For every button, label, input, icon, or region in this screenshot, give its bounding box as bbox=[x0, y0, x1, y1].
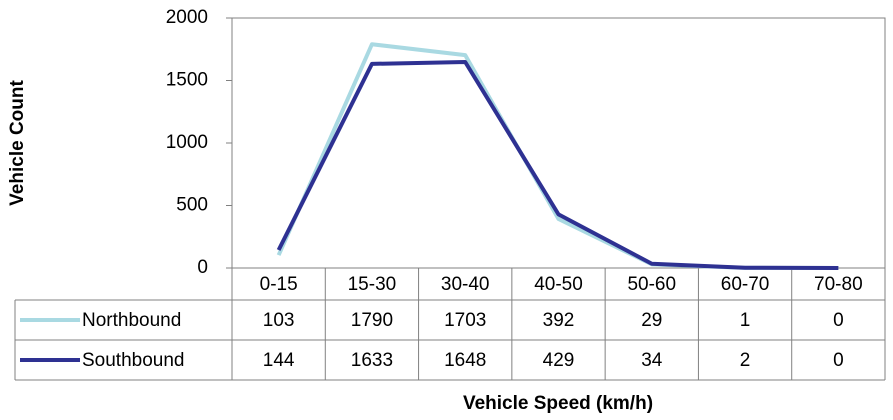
table-value: 0 bbox=[833, 350, 844, 371]
x-tick-label: 60-70 bbox=[721, 274, 770, 295]
y-tick-label: 1500 bbox=[166, 70, 208, 91]
x-tick-label: 0-15 bbox=[260, 274, 298, 295]
x-tick-label: 15-30 bbox=[348, 274, 397, 295]
table-value: 34 bbox=[641, 350, 663, 371]
y-tick-label: 0 bbox=[197, 257, 208, 278]
x-tick-label: 40-50 bbox=[534, 274, 583, 295]
table-value: 2 bbox=[740, 350, 751, 371]
y-tick-label: 500 bbox=[176, 195, 208, 216]
x-tick-label: 70-80 bbox=[814, 274, 863, 295]
x-tick-label: 30-40 bbox=[441, 274, 490, 295]
legend-label: Southbound bbox=[82, 350, 185, 371]
table-value: 1633 bbox=[351, 350, 393, 371]
table-value: 103 bbox=[263, 310, 295, 331]
table-value: 1 bbox=[740, 310, 751, 331]
table-value: 1703 bbox=[444, 310, 486, 331]
table-value: 144 bbox=[263, 350, 295, 371]
x-axis-title: Vehicle Speed (km/h) bbox=[463, 393, 653, 414]
table-value: 29 bbox=[641, 310, 662, 331]
table-value: 1790 bbox=[351, 310, 393, 331]
y-tick-label: 2000 bbox=[166, 7, 208, 28]
series-line bbox=[276, 42, 839, 270]
table-value: 1648 bbox=[444, 350, 486, 371]
table-value: 0 bbox=[833, 310, 844, 331]
y-tick-label: 1000 bbox=[166, 132, 208, 153]
x-tick-label: 50-60 bbox=[627, 274, 676, 295]
y-axis-title: Vehicle Count bbox=[7, 80, 28, 206]
series-line bbox=[276, 60, 839, 270]
table-value: 392 bbox=[543, 310, 575, 331]
table-value: 429 bbox=[543, 350, 575, 371]
legend-label: Northbound bbox=[82, 310, 181, 331]
